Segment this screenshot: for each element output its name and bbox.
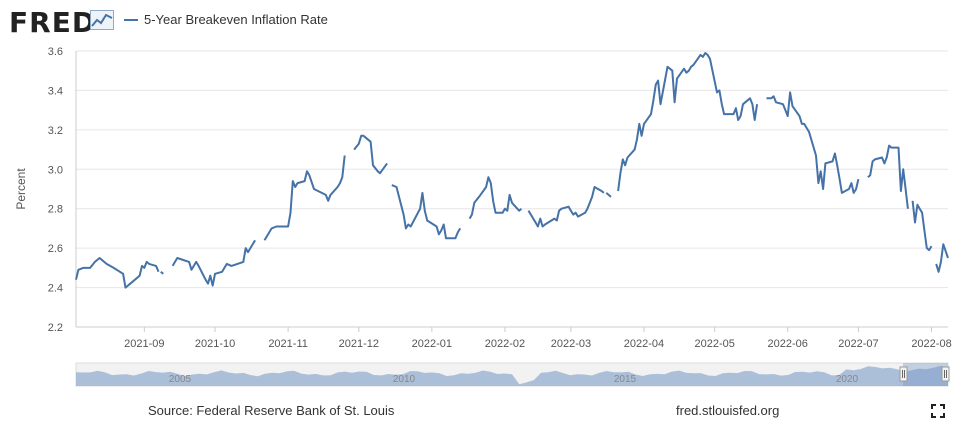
footer-source: Source: Federal Reserve Bank of St. Loui… [148,403,395,418]
y-tick-label: 2.2 [48,322,63,334]
series-line-segment [391,184,462,240]
y-tick-label: 2.6 [48,243,63,255]
series-line-segment [75,257,160,289]
navigator-series-area [76,365,948,386]
series-line-segment [935,243,949,273]
series-line-segment [527,186,605,228]
y-tick-label: 3.0 [48,164,63,176]
navigator-handle[interactable] [899,366,908,382]
fred-logo[interactable]: FRED [9,6,97,39]
series-line-segment [605,192,612,198]
x-tick-label: 2022-02 [485,338,525,350]
series-line-segment [353,134,388,175]
x-tick-label: 2021-10 [195,338,235,350]
x-tick-label: 2022-01 [412,338,452,350]
series-line-segment [171,239,256,287]
series-line-segment [617,52,759,192]
legend-series-label[interactable]: 5-Year Breakeven Inflation Rate [144,12,328,27]
y-tick-label: 2.4 [48,283,63,295]
legend-series-swatch [124,19,138,21]
series-line-segment [468,176,523,220]
x-tick-label: 2022-07 [838,338,878,350]
navigator-year-label: 2010 [393,374,416,385]
y-tick-label: 3.2 [48,125,63,137]
x-tick-label: 2022-04 [624,338,664,350]
x-tick-label: 2022-05 [694,338,734,350]
line-chart: 2.2 2.4 2.6 2.8 3.0 3.2 3.4 3.6 Percent 2021-09 20… [14,46,952,387]
footer-url-link[interactable]: fred.stlouisfed.org [676,403,780,418]
x-tick-label: 2021-09 [124,338,164,350]
fullscreen-icon[interactable] [931,404,945,418]
y-tick-label: 3.4 [48,85,63,97]
navigator-year-label: 2005 [169,374,192,385]
x-tick-label: 2022-06 [768,338,808,350]
series-line-segment [867,144,909,209]
y-tick-label: 3.6 [48,46,63,58]
series-line-segment [263,155,346,241]
chart-header: FRED 5-Year Breakeven Inflation Rate [0,0,968,40]
navigator-year-label: 2015 [614,374,637,385]
x-tick-label: 2022-03 [551,338,591,350]
series-line-segment [911,200,933,252]
series-line-segment [160,271,164,275]
plot-area [76,51,948,327]
x-tick-label: 2022-08 [911,338,951,350]
line-chart-icon [90,10,114,30]
series-line-segment [766,91,860,194]
y-tick-label: 2.8 [48,204,63,216]
navigator-handle[interactable] [941,366,950,382]
navigator-selected-range[interactable] [903,363,948,386]
x-tick-label: 2021-12 [339,338,379,350]
navigator-year-label: 2020 [836,374,859,385]
y-axis-title: Percent [14,168,28,210]
x-tick-label: 2021-11 [268,338,308,350]
